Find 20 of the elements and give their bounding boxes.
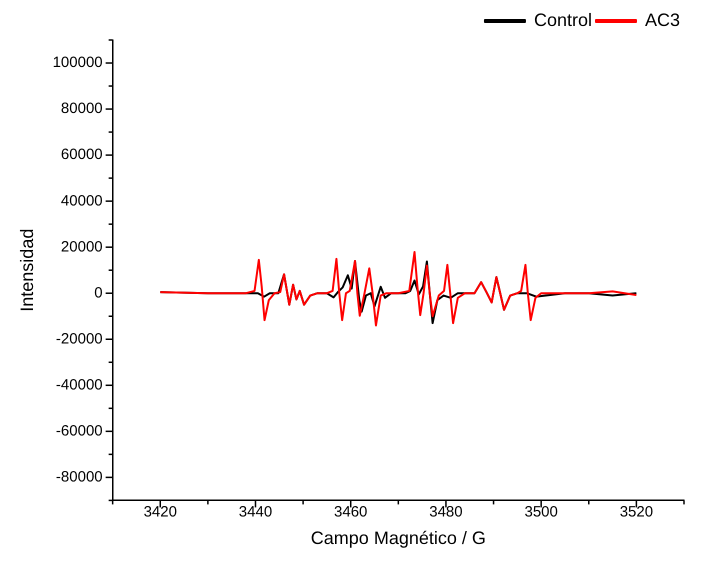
- y-tick-label: 20000: [60, 238, 103, 256]
- y-tick-label: 0: [94, 284, 103, 302]
- x-axis-title: Campo Magnético / G: [310, 528, 486, 548]
- y-axis-title: Intensidad: [16, 228, 37, 312]
- y-tick-label: 40000: [60, 192, 103, 210]
- x-tick-label: 3420: [144, 504, 177, 521]
- y-tick-label: 100000: [52, 54, 103, 72]
- y-tick-label: -20000: [56, 330, 103, 348]
- y-tick-label: -60000: [56, 422, 103, 440]
- y-tick-label: -40000: [56, 376, 103, 394]
- y-tick-label: 60000: [60, 146, 103, 164]
- y-tick-label: 80000: [60, 100, 103, 118]
- x-tick-label: 3500: [524, 504, 558, 521]
- y-tick-label: -80000: [56, 468, 103, 486]
- legend-label: AC3: [644, 10, 680, 30]
- x-tick-label: 3460: [334, 504, 368, 521]
- x-tick-label: 3480: [429, 504, 463, 521]
- legend-label: Control: [534, 10, 592, 30]
- x-tick-label: 3520: [620, 504, 654, 521]
- x-tick-label: 3440: [238, 504, 272, 521]
